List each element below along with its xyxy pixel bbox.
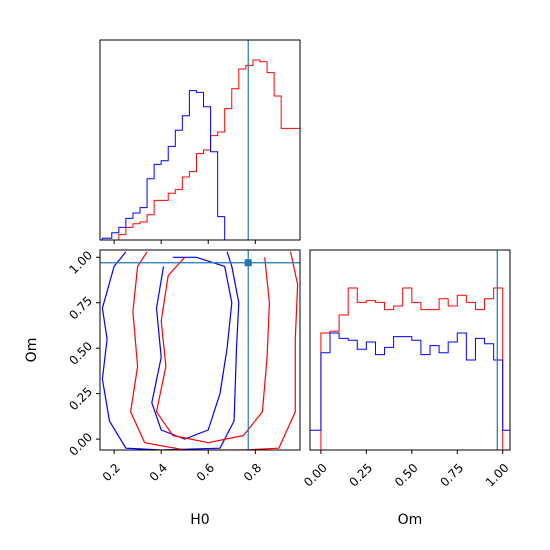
contour-frame [99,249,301,451]
contour-ytick-label: 0.50 [66,339,95,368]
contour-xtick-label: 0.2 [100,461,123,484]
contour-ytick-label: 0.75 [66,294,95,323]
h0-hist-series-red [102,59,300,240]
om-hist-xtick-label: 0.00 [301,461,330,490]
contour-ytick-label: 1.00 [66,248,95,277]
contour-blue-outer [101,251,240,450]
om-histogram-frame [309,249,511,451]
contour-ytick-label: 0.25 [66,384,95,413]
om-hist-xtick-label: 0.75 [437,461,466,490]
om-hist-series-red [310,287,510,450]
h0-histogram-frame [99,39,301,241]
contour-xtick-label: 0.4 [147,461,170,484]
h0-histogram-panel [99,39,301,244]
om-hist-xtick-label: 0.25 [347,461,376,490]
om-hist-series-blue [310,332,510,450]
om-axis-label: Om [398,512,423,528]
om-histogram-panel: 0.00 0.25 0.50 0.75 1.00 [301,249,512,490]
h0-hist-series-blue [101,90,300,240]
contour-red-outer [130,251,299,450]
contour-red-inner [155,256,270,444]
om-y-axis-label: Om [24,338,40,363]
contour-ytick-label: 0.00 [66,430,95,459]
contour-xtick-label: 0.8 [241,461,264,484]
h0-om-contour-panel: 0.2 0.4 0.6 0.8 0.00 0.25 0.50 0.75 1.00 [66,248,301,484]
om-hist-xtick-label: 0.50 [392,461,421,490]
contour-blue-inner [151,256,233,440]
contour-xtick-label: 0.6 [194,461,217,484]
h0-axis-label: H0 [190,512,209,528]
om-hist-xtick-label: 1.00 [483,461,512,490]
truth-marker [244,259,252,267]
